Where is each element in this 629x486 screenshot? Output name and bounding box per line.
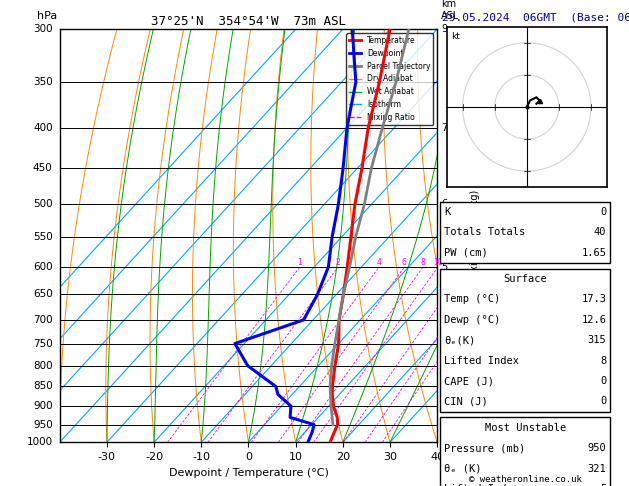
Text: 1: 1: [441, 401, 447, 411]
Text: 350: 350: [33, 77, 53, 87]
Text: 3: 3: [441, 315, 447, 325]
Text: 700: 700: [33, 315, 53, 325]
Text: 450: 450: [33, 163, 53, 174]
Text: 900: 900: [33, 401, 53, 411]
Text: 1: 1: [298, 258, 302, 267]
Text: θₑ (K): θₑ (K): [444, 464, 482, 473]
Text: 5: 5: [600, 484, 606, 486]
Text: 8: 8: [600, 356, 606, 365]
Text: 400: 400: [33, 123, 53, 133]
Text: 550: 550: [33, 232, 53, 242]
Text: 17.3: 17.3: [581, 295, 606, 304]
Text: 1000: 1000: [26, 437, 53, 447]
Text: 5: 5: [441, 262, 447, 272]
Text: 29.05.2024  06GMT  (Base: 06): 29.05.2024 06GMT (Base: 06): [442, 12, 629, 22]
Text: hPa: hPa: [37, 11, 57, 21]
Text: Lifted Index: Lifted Index: [444, 484, 519, 486]
Text: 8: 8: [421, 258, 425, 267]
Title: 37°25'N  354°54'W  73m ASL: 37°25'N 354°54'W 73m ASL: [151, 15, 346, 28]
Text: 950: 950: [33, 419, 53, 430]
Text: 315: 315: [587, 335, 606, 345]
Text: 950: 950: [587, 443, 606, 453]
Text: 40: 40: [594, 227, 606, 237]
Text: 4: 4: [377, 258, 381, 267]
Text: Pressure (mb): Pressure (mb): [444, 443, 525, 453]
Text: K: K: [444, 207, 450, 217]
Text: 600: 600: [33, 262, 53, 272]
Text: 650: 650: [33, 290, 53, 299]
Text: 0: 0: [600, 397, 606, 406]
Text: CAPE (J): CAPE (J): [444, 376, 494, 386]
Text: PW (cm): PW (cm): [444, 248, 488, 258]
Text: 2: 2: [441, 361, 447, 371]
Text: θₑ(K): θₑ(K): [444, 335, 476, 345]
Text: Totals Totals: Totals Totals: [444, 227, 525, 237]
Text: km
ASL: km ASL: [441, 0, 459, 21]
Text: Lifted Index: Lifted Index: [444, 356, 519, 365]
Text: 0: 0: [600, 207, 606, 217]
Text: Temp (°C): Temp (°C): [444, 295, 500, 304]
Legend: Temperature, Dewpoint, Parcel Trajectory, Dry Adiabat, Wet Adiabat, Isotherm, Mi: Temperature, Dewpoint, Parcel Trajectory…: [346, 33, 433, 125]
Text: 6: 6: [441, 199, 447, 209]
Text: 2: 2: [336, 258, 340, 267]
Text: Dewp (°C): Dewp (°C): [444, 315, 500, 325]
Text: CIN (J): CIN (J): [444, 397, 488, 406]
Text: 1.65: 1.65: [581, 248, 606, 258]
Text: LCL: LCL: [441, 421, 459, 432]
Text: 12.6: 12.6: [581, 315, 606, 325]
X-axis label: Dewpoint / Temperature (°C): Dewpoint / Temperature (°C): [169, 468, 328, 478]
Text: 0: 0: [600, 376, 606, 386]
Text: 500: 500: [33, 199, 53, 209]
Text: Most Unstable: Most Unstable: [484, 423, 566, 433]
Text: 321: 321: [587, 464, 606, 473]
Text: © weatheronline.co.uk: © weatheronline.co.uk: [469, 474, 582, 484]
Text: 800: 800: [33, 361, 53, 371]
Text: Surface: Surface: [503, 274, 547, 284]
Text: 300: 300: [33, 24, 53, 34]
Text: Mixing Ratio (g/kg): Mixing Ratio (g/kg): [470, 190, 480, 282]
Text: 850: 850: [33, 382, 53, 392]
Text: 750: 750: [33, 339, 53, 348]
Text: 7: 7: [441, 123, 447, 133]
Text: kt: kt: [452, 32, 460, 40]
Text: 6: 6: [402, 258, 407, 267]
Text: 10: 10: [433, 258, 443, 267]
Text: 9: 9: [441, 24, 447, 34]
